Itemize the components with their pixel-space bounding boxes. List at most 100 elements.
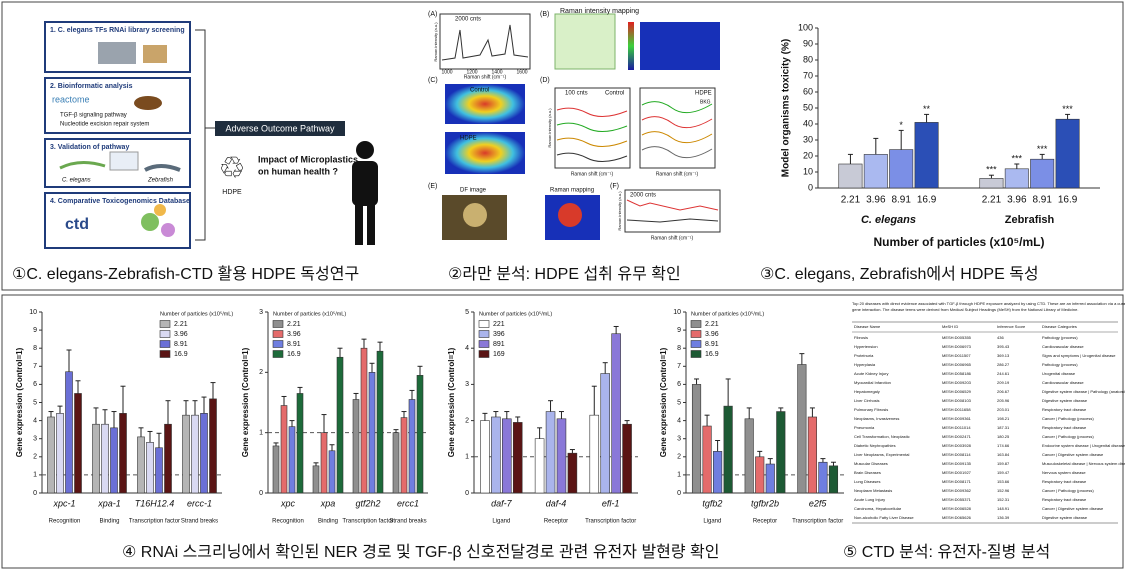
bar (863, 154, 888, 189)
panel-title: Raman intensity mapping (560, 8, 639, 15)
table-cell: Cancer | Pathology (process) (1042, 434, 1094, 439)
y-tick-label: 1 (465, 454, 469, 461)
bar (92, 423, 100, 494)
bar (110, 427, 118, 494)
y-tick-label: 4 (677, 417, 681, 424)
table-cell: Respiratory tract disease (1042, 479, 1087, 484)
bar (480, 420, 490, 494)
bar (200, 413, 208, 494)
y-tick-label: 6 (677, 381, 681, 388)
step-box (44, 192, 191, 249)
y-tick-label: 7 (677, 363, 681, 370)
bar (691, 384, 702, 494)
legend-label: 169 (493, 351, 505, 358)
legend-swatch (159, 340, 171, 348)
spectra-title: BKG (700, 99, 711, 105)
y-tick-label: 1 (677, 472, 681, 479)
bar (589, 414, 600, 494)
bar (408, 399, 416, 494)
bar (56, 413, 64, 494)
table-cell: Carcinoma, Hepatocellular (854, 506, 902, 511)
category-group: Ligand (492, 519, 510, 525)
bar (137, 436, 145, 494)
table-cell: MESH:D008114 (942, 452, 971, 457)
table-cell: 152.31 (997, 497, 1010, 502)
step-item: C. elegans (62, 178, 91, 184)
legend-swatch (272, 350, 284, 358)
category-group: Receptor (753, 519, 777, 525)
bottom-frame (1, 294, 1124, 569)
y-tick-label: 6 (33, 381, 37, 388)
table-cell: Cardiovascular disease (1042, 380, 1084, 385)
df-particle (463, 203, 487, 227)
table-cell: Respiratory tract disease (1042, 425, 1087, 430)
worm-icon (59, 161, 106, 170)
significance: * (899, 120, 903, 130)
x-tick-label: e2f5 (809, 498, 828, 508)
table-cell: MESH:D065626 (942, 515, 972, 520)
bar (65, 371, 73, 494)
bar (713, 451, 723, 494)
y-axis-label: Model organisms toxicity (%) (781, 39, 792, 177)
table-cell: Cardiovascular disease (1042, 344, 1084, 349)
bar (797, 364, 807, 494)
panel-label: (F) (610, 183, 619, 190)
bar (491, 416, 501, 494)
step-title: 4. Comparative Toxicogenomics Database (50, 198, 190, 205)
y-axis-label: Raman intensity (a.u.) (547, 108, 552, 148)
bar (352, 399, 360, 494)
spectra-box (554, 87, 631, 169)
table-cell: 286.27 (997, 362, 1010, 367)
table-title: Top 20 diseases with direct evidence ass… (852, 301, 1125, 306)
step-title: 1. C. elegans TFs RNAi library screening (50, 27, 185, 34)
y-tick-label: 0 (33, 490, 37, 497)
legend-title: Number of particles (x10⁵/mL) (273, 310, 346, 317)
table-cell: Non-alcoholic Fatty Liver Disease (854, 515, 914, 520)
panel-label: (D) (540, 77, 550, 84)
scale-label: 2000 cnts (630, 193, 656, 199)
table-cell: MESH:D003928 (942, 443, 972, 448)
y-tick-label: 0 (808, 182, 813, 192)
category-group: Binding (318, 519, 338, 525)
table-cell: Endocrine system disease | Urogenital di… (1042, 443, 1125, 448)
top-frame (1, 1, 1124, 291)
bar (534, 438, 545, 494)
bar (765, 463, 775, 494)
bar (702, 425, 712, 494)
step-item: Zebrafish (147, 178, 174, 184)
y-axis-label: Raman intensity (a.u.) (617, 191, 622, 231)
legend-swatch (690, 350, 702, 358)
table-cell: Hypertension (854, 344, 878, 349)
table-cell: Pulmonary Fibrosis (854, 407, 888, 412)
y-tick-label: 2 (677, 454, 681, 461)
legend-swatch (478, 350, 490, 358)
table-cell: 206.67 (997, 389, 1010, 394)
caption: ⑤ CTD 분석: 유전자-질병 분석 (843, 543, 1050, 561)
y-tick-label: 80 (803, 54, 813, 64)
y-tick-label: 2 (259, 369, 263, 376)
question: Impact of Microplastics (258, 154, 358, 164)
table-cell: MESH:D009362 (942, 488, 972, 493)
category-group: Strand breaks (181, 519, 218, 525)
table-cell: Hepatomegaly (854, 389, 880, 394)
y-tick-label: 7 (33, 363, 37, 370)
table-cell: Liver Neoplasms, Experimental (854, 452, 909, 457)
x-tick-label: 1600 (516, 69, 527, 75)
table-cell: MESH:D008103 (942, 398, 972, 403)
x-tick-label: 1000 (441, 69, 452, 75)
table-cell: Diabetic Nephropathies (854, 443, 896, 448)
y-tick-label: 0 (259, 490, 263, 497)
step-item: reactome (52, 94, 90, 104)
table-cell: 148.91 (997, 506, 1010, 511)
x-tick-label: xpa-1 (97, 498, 121, 508)
legend-label: 221 (493, 321, 505, 328)
table-cell: Lung Diseases (854, 479, 880, 484)
table-cell: 159.87 (997, 461, 1010, 466)
significance: *** (986, 165, 997, 175)
legend-title: Number of particles (x10⁵/mL) (160, 310, 233, 317)
bar (376, 350, 384, 494)
bar (74, 393, 82, 494)
legend-swatch (478, 330, 490, 338)
network-icon (141, 213, 159, 231)
table-cell: MESH:D011658 (942, 407, 971, 412)
